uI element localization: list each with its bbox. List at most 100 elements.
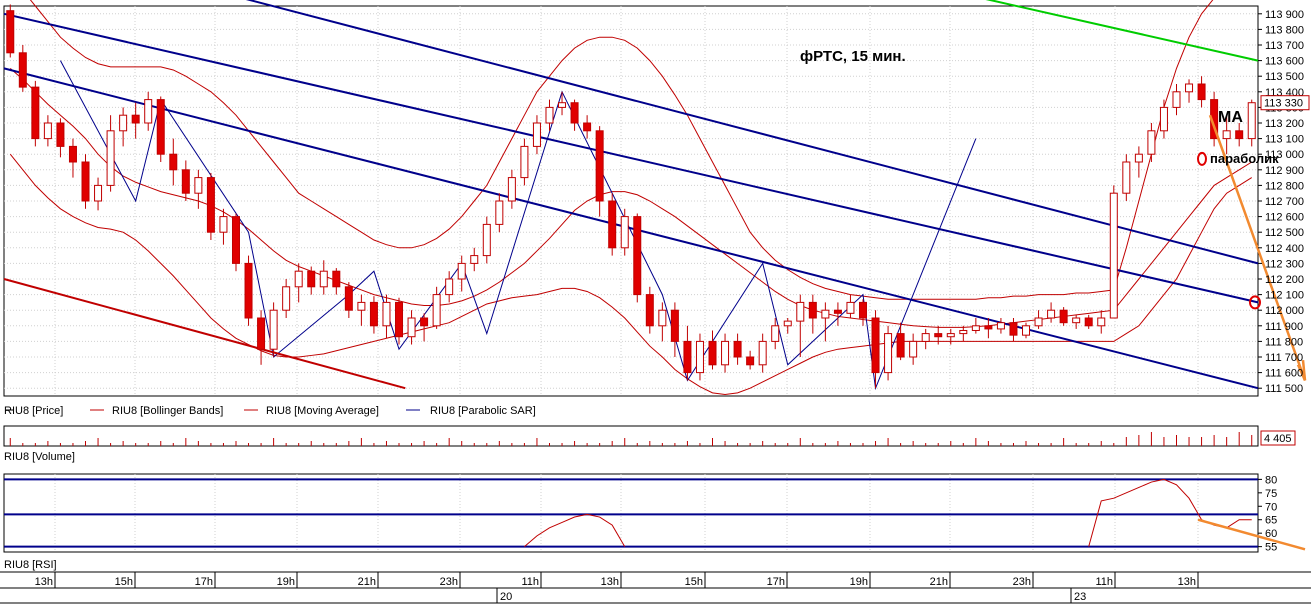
candle-body [984,325,993,330]
time-tick-label: 11h [521,576,539,588]
price-tick-label: 113 500 [1265,71,1304,83]
bollinger-lower-line [9,153,1252,395]
candle-body [520,145,529,179]
candle-body [884,333,893,374]
price-tick-label: 111 600 [1265,368,1303,380]
candle-body [6,10,15,54]
date-label: 20 [500,591,512,603]
candle-body [558,102,567,108]
bollinger-upper-line [29,0,1214,300]
rsi-tick-label: 55 [1265,542,1277,554]
candle-body [94,184,103,202]
candle-body [1034,317,1043,327]
candle-body [495,200,504,225]
time-axis: 13h 15h 17h 19h 21h 23h 11h 13h 15h 17h 19h 21h 23h 1… [0,571,1311,604]
candle-body [1097,317,1106,327]
candle-body [1147,130,1156,155]
price-tick-label: 113 800 [1265,24,1304,36]
sar-annotation: параболик [1210,151,1279,166]
trend-line [985,0,1259,62]
price-tick-label: 113 900 [1265,9,1304,21]
candle-body [645,294,654,327]
candle-body [395,301,404,338]
volume-label: RIU8 [Volume] [4,451,75,463]
forecast-arrowhead [1296,359,1307,381]
candle-body [532,122,541,147]
time-tick-label: 21h [358,576,376,588]
candle-body [771,325,780,342]
price-panel [3,0,1307,397]
rsi-tick-label: 60 [1265,528,1277,540]
candle-body [194,177,203,194]
rsi-frame [3,473,1259,553]
candle-body [482,223,491,257]
time-tick-label: 11h [1095,576,1113,588]
trend-line [3,278,406,390]
forecast-arrow [1208,114,1307,381]
time-tick-label: 17h [195,576,213,588]
trend-line [245,0,1259,265]
rsi-tick-label: 80 [1265,474,1277,486]
candle-body [946,333,955,338]
candle-body [1059,309,1068,324]
candle-body [294,270,303,288]
candle-body [1122,161,1131,194]
time-tick-label: 23h [1013,576,1031,588]
legend-price: RIU8 [Price] [4,405,63,417]
candle-body [56,122,65,147]
price-tick-label: 113 100 [1265,134,1304,146]
volume-current-label: 4 405 [1264,433,1292,445]
candle-body [670,309,679,342]
candle-body [545,106,554,124]
price-tick-label: 111 700 [1265,352,1303,364]
candle-body [470,255,479,264]
price-tick-label: 112 500 [1265,227,1304,239]
candle-body [695,340,704,374]
candle-body [1222,130,1231,140]
candle-body [921,333,930,342]
candle-body [708,340,717,366]
target-marker [1249,295,1261,310]
candle-body [1185,83,1194,93]
candle-body [319,270,328,288]
candle-body [332,270,341,288]
price-tick-label: 111 500 [1265,383,1303,395]
candle-body [796,301,805,322]
current-price-box [1260,95,1310,111]
candle-body [620,216,629,249]
candle-body [1197,83,1206,101]
candle-body [169,153,178,171]
trend-line [3,67,1259,390]
chart-title: фРТС, 15 мин. [800,48,906,65]
rsi-tick-label: 65 [1265,515,1277,527]
candle-body [733,340,742,358]
candle-body [1022,325,1031,336]
candle-body [219,216,228,233]
rsi-line [1088,478,1252,547]
rsi-tick-label: 75 [1265,488,1277,500]
trend-line [3,12,1259,304]
sar-marker [1197,151,1207,166]
candle-body [746,356,755,366]
volume-panel: 4 405 [3,425,1296,447]
time-tick-label: 21h [930,576,948,588]
candle-body [1009,322,1018,336]
price-tick-label: 113 600 [1265,56,1304,68]
time-tick-label: 15h [685,576,703,588]
legend-bollinger: RIU8 [Bollinger Bands] [112,405,223,417]
price-tick-label: 112 600 [1265,212,1304,224]
price-tick-label: 112 800 [1265,180,1304,192]
price-tick-label: 112 100 [1265,290,1304,302]
date-label: 23 [1074,591,1086,603]
legend-ma: RIU8 [Moving Average] [266,405,379,417]
candle-body [420,317,429,327]
time-tick-label: 13h [35,576,53,588]
candle-body [181,169,190,194]
candle-body [959,329,968,335]
rsi-tick-label: 70 [1265,501,1277,513]
candle-body [357,301,366,311]
candle-body [144,99,153,124]
candle-body [369,301,378,327]
